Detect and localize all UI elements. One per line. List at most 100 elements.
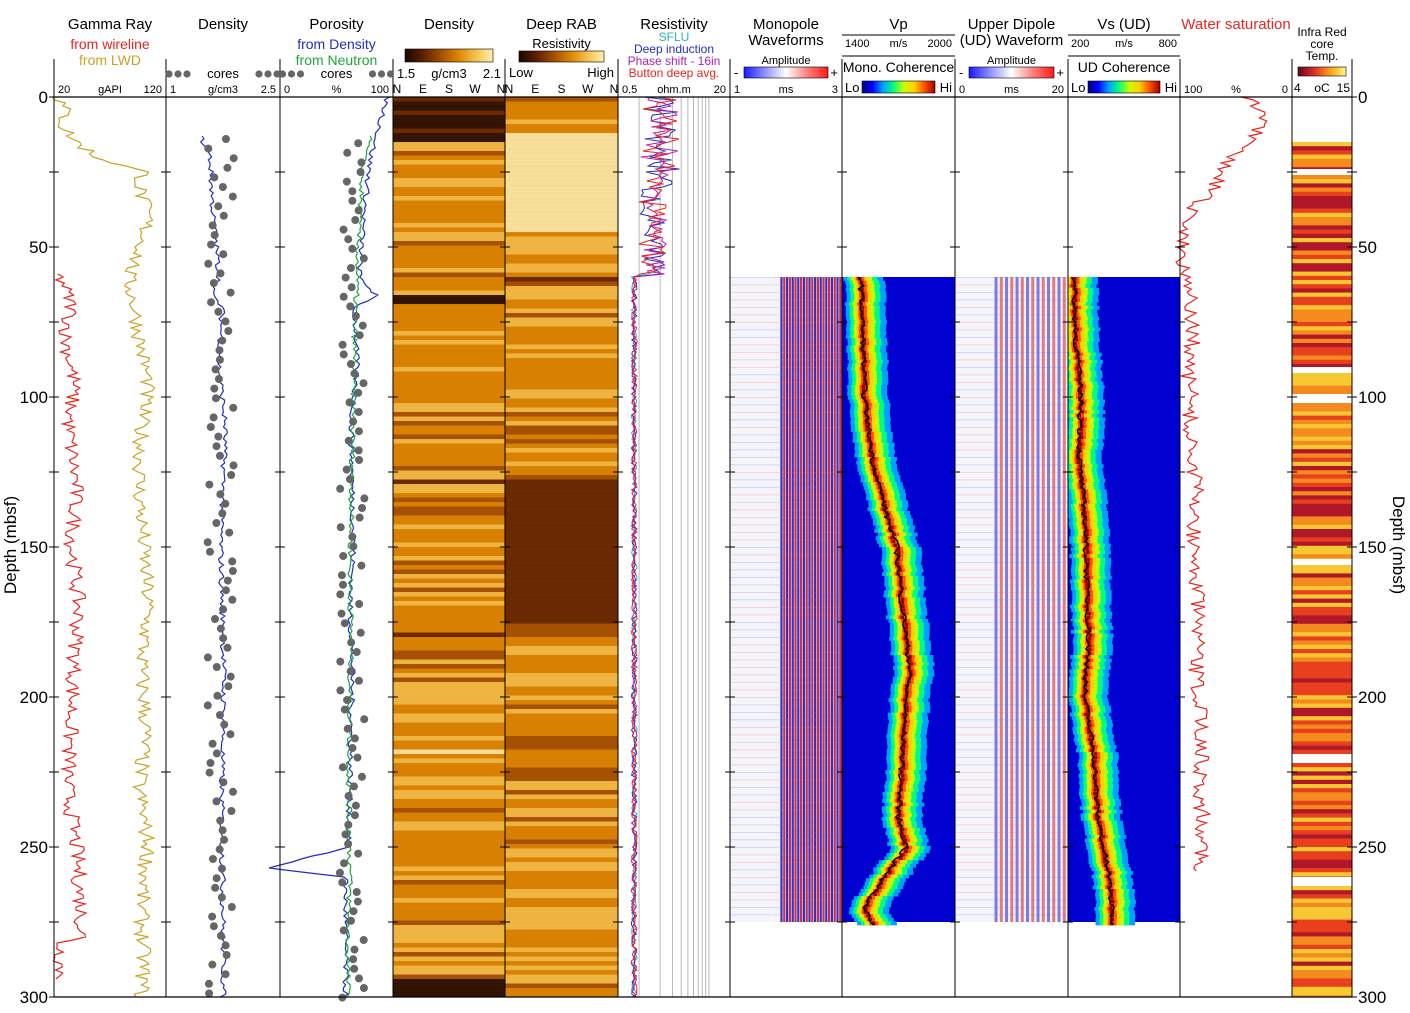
- density_image-image-row: [393, 520, 505, 525]
- density_image-image-row: [393, 281, 505, 287]
- density_image-image-row: [393, 565, 505, 570]
- density_image-image-row: [393, 628, 505, 633]
- vp-coherence-row: [861, 388, 866, 393]
- header-vs: Vs (UD) 200 m/s 800 UD Coherence Lo Hi: [1068, 16, 1180, 95]
- rab-image-row: [505, 196, 618, 201]
- rab-image-row: [505, 268, 618, 273]
- rab-image-row: [505, 493, 618, 498]
- rab-image-row: [505, 682, 618, 687]
- density_image-image-row: [393, 416, 505, 422]
- density-core-point: [210, 173, 219, 182]
- track-title-vs: Vs (UD): [1097, 16, 1150, 33]
- track-title-gamma: Gamma Ray: [68, 16, 153, 33]
- rab-image-row: [505, 173, 618, 179]
- vp-coherence-row: [871, 921, 876, 926]
- curve-density-wireline-: [199, 135, 229, 998]
- vs-coherence-row: [1086, 622, 1091, 627]
- density_image-image-row: [393, 848, 505, 854]
- density_image-image-row: [393, 902, 505, 908]
- vp-coherence-row: [883, 503, 887, 508]
- dipole-waveform-row: [955, 284, 1068, 286]
- density-core-point: [229, 461, 238, 470]
- dipole-waveform-row: [955, 502, 1068, 503]
- scale-min-resistivity: 0.5: [622, 84, 637, 96]
- vp-coherence-row: [864, 421, 869, 425]
- colorbar-ir: [1297, 66, 1347, 77]
- ir-core-row: [1292, 217, 1352, 222]
- rab-image-row: [505, 947, 618, 953]
- density_image-image-row: [393, 776, 505, 782]
- porosity-core-point: [346, 360, 355, 368]
- density_image-image-row: [393, 673, 505, 678]
- rab-image-row: [505, 385, 618, 390]
- ir-core-row: [1292, 817, 1352, 823]
- ir-core-row: [1292, 292, 1352, 298]
- monopole-waveform-row: [730, 764, 842, 766]
- density-core-point: [209, 413, 218, 422]
- rab-image-row: [505, 497, 618, 503]
- vs-coherence-row: [1095, 817, 1099, 821]
- porosity-core-point: [339, 225, 348, 234]
- density-core-point: [209, 279, 218, 287]
- ir-core-row: [1292, 767, 1352, 772]
- porosity-core-point: [355, 331, 364, 340]
- dipole-waveform-row: [955, 367, 1068, 368]
- vs-coherence-row: [1078, 388, 1083, 393]
- rab-image-row: [505, 335, 618, 341]
- vp-coherence-row: [901, 835, 906, 839]
- vp-coherence-row: [896, 554, 901, 559]
- rab-image-row: [505, 920, 618, 926]
- vs-coherence-row: [1085, 550, 1090, 555]
- density_image-image-row: [393, 263, 505, 269]
- vp-coherence-row: [903, 838, 908, 843]
- vs-coherence-row: [1078, 395, 1082, 400]
- density-core-point: [226, 672, 235, 681]
- porosity-core-point: [348, 244, 357, 253]
- vs-coherence-row: [1074, 305, 1079, 310]
- density_image-image-row: [393, 889, 505, 894]
- rab-image-row: [505, 767, 618, 773]
- vp-coherence-row: [898, 856, 903, 861]
- vp-coherence-row: [896, 806, 901, 811]
- dipole-waveform-band: [1052, 277, 1056, 922]
- ir-core-row: [1292, 940, 1352, 946]
- density-core-point: [215, 711, 224, 719]
- vp-coherence-row: [871, 457, 876, 461]
- density-core-point: [212, 519, 221, 527]
- density_image-image-row: [393, 758, 505, 764]
- density_image-image-row: [393, 245, 505, 251]
- rab-image-row: [505, 929, 618, 935]
- ir-core-row: [1292, 623, 1352, 629]
- monopole-waveform-row: [730, 562, 842, 563]
- dipole-waveform-row: [955, 727, 1068, 728]
- vs-coherence-row: [1109, 896, 1114, 901]
- vs-coherence-row: [1083, 683, 1088, 688]
- density_image-image-row: [393, 101, 505, 107]
- monopole-waveform-row: [730, 382, 842, 383]
- rab-image-row: [505, 119, 618, 125]
- monopole-waveform-row: [730, 772, 842, 773]
- track-title-ir: Infra Red: [1297, 25, 1346, 39]
- porosity-core-point: [343, 696, 352, 704]
- rab-image-row: [505, 128, 618, 134]
- rab-image-row: [505, 911, 618, 917]
- rab-image-row: [505, 763, 618, 768]
- vs-coherence-row: [1081, 489, 1086, 494]
- porosity-core-point: [345, 475, 354, 484]
- monopole-waveform-row: [730, 637, 842, 638]
- density_image-image-row: [393, 641, 505, 647]
- rab-image-row: [505, 695, 618, 701]
- dipole-waveform-row: [955, 562, 1068, 563]
- vp-coherence-row: [880, 496, 885, 501]
- rab-image-row: [505, 209, 618, 215]
- scale-top-min-vs: 200: [1071, 38, 1089, 50]
- rab-image-row: [505, 871, 618, 876]
- density_image-image-row: [393, 142, 505, 147]
- ir-core-row: [1292, 503, 1352, 509]
- monopole-waveform-row: [730, 607, 842, 608]
- ir-core-row: [1292, 615, 1352, 620]
- vs-coherence-row: [1083, 701, 1088, 706]
- vs-coherence-row: [1094, 770, 1098, 775]
- rab-image-row: [505, 866, 618, 872]
